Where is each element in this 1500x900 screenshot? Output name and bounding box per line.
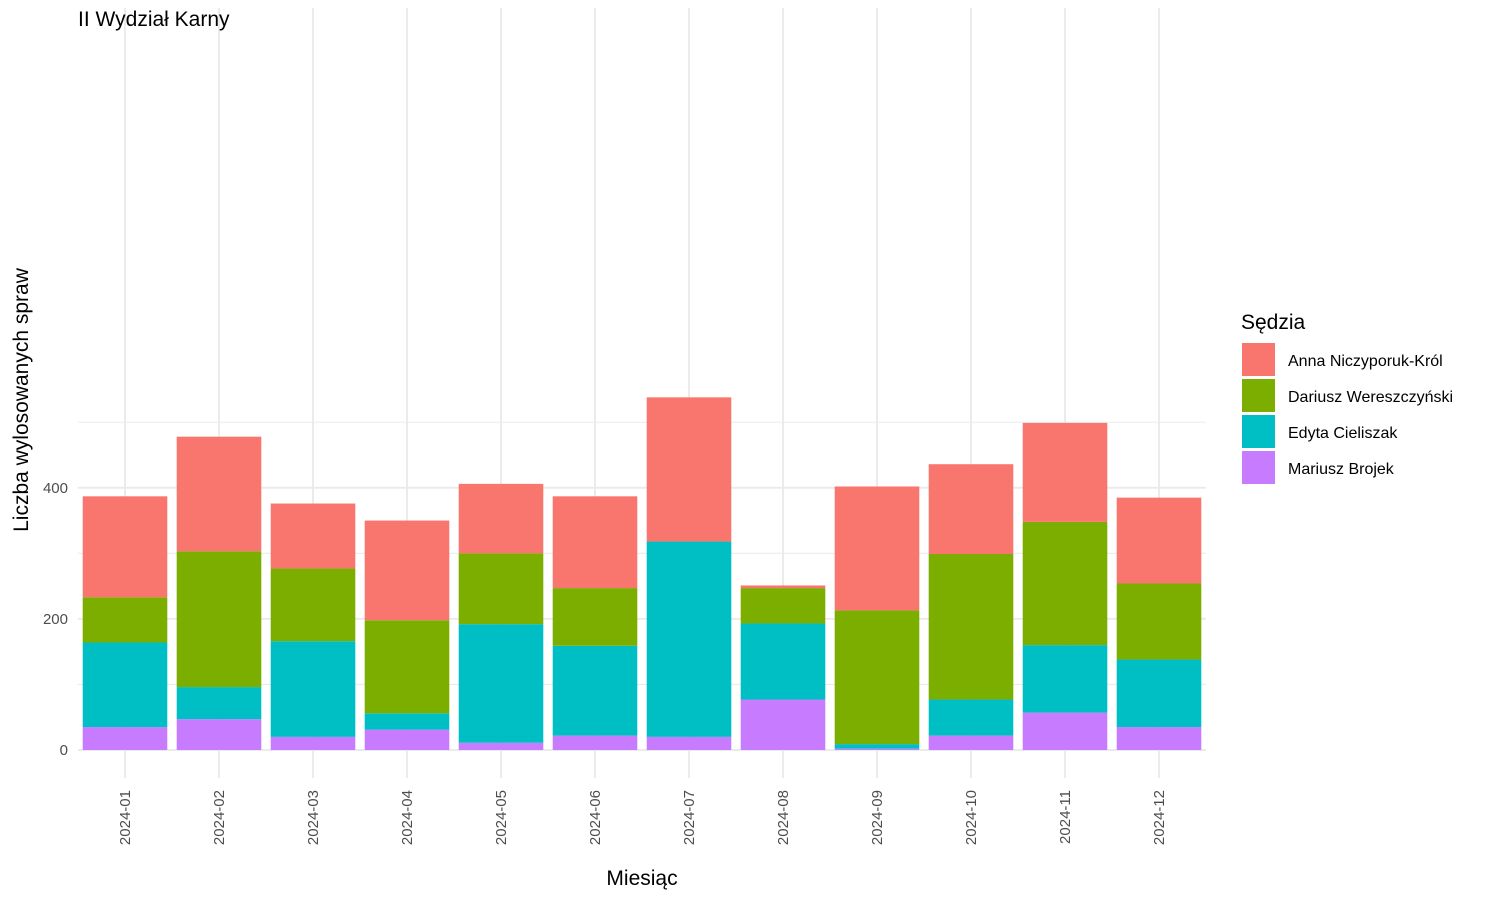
x-tick-label: 2024-01 xyxy=(117,790,134,845)
x-axis-title: Miesiąc xyxy=(606,867,677,890)
bar-segment xyxy=(928,735,1014,750)
bar-segment xyxy=(552,496,638,589)
bar-segment xyxy=(270,503,356,569)
bar-segment xyxy=(740,588,826,624)
x-tick-label: 2024-10 xyxy=(963,790,980,845)
bar-segment xyxy=(458,483,544,554)
legend-label: Edyta Cieliszak xyxy=(1288,425,1398,442)
bar-segment xyxy=(740,699,826,750)
bar-segment xyxy=(270,736,356,750)
legend-swatch xyxy=(1242,343,1275,376)
bar-segment xyxy=(82,642,168,728)
bar-segment xyxy=(552,645,638,736)
y-axis-title: Liczba wylosowanych spraw xyxy=(10,267,33,532)
bar-segment xyxy=(364,729,450,750)
bar-segment xyxy=(646,736,732,750)
x-tick-label: 2024-04 xyxy=(399,790,416,845)
bar-segment xyxy=(1116,727,1202,750)
bar-segment xyxy=(646,397,732,542)
bar-segment xyxy=(1022,712,1108,750)
bar-segment xyxy=(458,553,544,625)
bar-segment xyxy=(646,541,732,737)
bar-segment xyxy=(176,687,262,720)
bar-segment xyxy=(364,713,450,730)
bar-segment xyxy=(1022,645,1108,713)
bar-segment xyxy=(458,624,544,743)
x-tick-label: 2024-11 xyxy=(1057,790,1074,844)
bar-segment xyxy=(834,748,920,750)
bar-segment xyxy=(834,744,920,749)
y-tick-label: 400 xyxy=(43,480,68,497)
bar-segment xyxy=(552,588,638,646)
bar-segment xyxy=(270,641,356,737)
legend-swatch xyxy=(1242,451,1275,484)
bar-segment xyxy=(176,551,262,688)
chart-title: II Wydział Karny xyxy=(78,8,230,31)
bar-segment xyxy=(928,464,1014,555)
x-tick-label: 2024-06 xyxy=(587,790,604,845)
bar-segment xyxy=(270,568,356,642)
y-tick-label: 200 xyxy=(43,611,68,628)
x-tick-label: 2024-05 xyxy=(493,790,510,845)
x-tick-label: 2024-09 xyxy=(869,790,886,845)
x-tick-label: 2024-02 xyxy=(211,790,228,845)
bar-segment xyxy=(1116,583,1202,660)
bar-segment xyxy=(176,719,262,750)
bar-segment xyxy=(82,597,168,643)
legend-label: Mariusz Brojek xyxy=(1288,461,1395,478)
bar-segment xyxy=(740,585,826,589)
y-tick-label: 0 xyxy=(60,742,68,759)
bar-segment xyxy=(82,727,168,750)
x-tick-label: 2024-07 xyxy=(681,790,698,845)
y-tick-labels: 0 200 400 xyxy=(43,480,68,759)
legend-swatch xyxy=(1242,379,1275,412)
bar-segment xyxy=(176,436,262,552)
bars xyxy=(82,397,1202,750)
bar-segment xyxy=(82,496,168,598)
bar-segment xyxy=(834,610,920,745)
bar-segment xyxy=(552,735,638,750)
legend-title: Sędzia xyxy=(1241,311,1306,334)
x-tick-label: 2024-08 xyxy=(775,790,792,845)
bar-segment xyxy=(364,520,450,621)
legend-label: Anna Niczyporuk-Król xyxy=(1288,353,1443,370)
x-tick-label: 2024-12 xyxy=(1151,790,1168,845)
legend-swatch xyxy=(1242,415,1275,448)
bar-segment xyxy=(1116,659,1202,728)
bar-segment xyxy=(928,554,1014,700)
bar-segment xyxy=(1116,497,1202,584)
bar-segment xyxy=(364,620,450,714)
bar-segment xyxy=(1022,521,1108,646)
bar-segment xyxy=(740,623,826,700)
bar-segment xyxy=(928,699,1014,736)
bar-segment xyxy=(458,742,544,750)
x-tick-label: 2024-03 xyxy=(305,790,322,845)
legend-label: Dariusz Wereszczyński xyxy=(1288,389,1453,406)
bar-segment xyxy=(834,486,920,611)
legend: Sędzia Anna Niczyporuk-Król Dariusz Weres… xyxy=(1241,311,1453,484)
x-tick-labels: 2024-01 2024-02 2024-03 2024-04 2024-05 2024-… xyxy=(117,790,1168,845)
bar-segment xyxy=(1022,422,1108,522)
